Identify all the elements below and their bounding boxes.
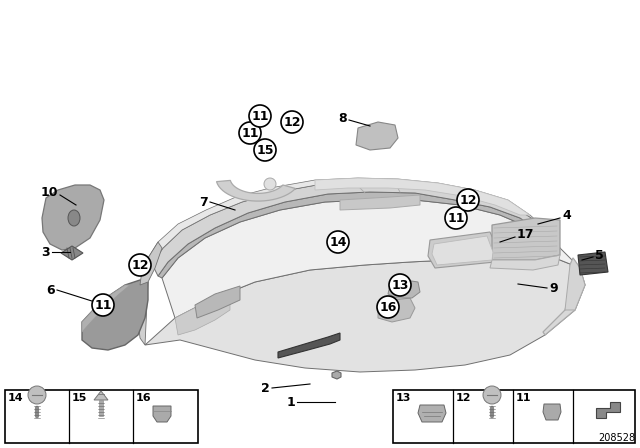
Polygon shape xyxy=(175,292,230,335)
Text: 9: 9 xyxy=(549,281,557,294)
Polygon shape xyxy=(82,285,130,332)
Text: 10: 10 xyxy=(40,185,58,198)
Polygon shape xyxy=(492,218,560,260)
Text: 2: 2 xyxy=(261,382,270,395)
Circle shape xyxy=(254,139,276,161)
Polygon shape xyxy=(490,255,560,270)
Text: 7: 7 xyxy=(199,195,208,208)
Text: 208528: 208528 xyxy=(598,433,635,443)
Polygon shape xyxy=(153,406,171,422)
Text: 11: 11 xyxy=(516,393,531,403)
Text: 12: 12 xyxy=(284,116,301,129)
Circle shape xyxy=(264,178,276,190)
Polygon shape xyxy=(543,404,561,420)
Polygon shape xyxy=(332,371,341,379)
Text: 12: 12 xyxy=(131,258,148,271)
Text: 3: 3 xyxy=(42,246,50,258)
Text: 13: 13 xyxy=(391,279,409,292)
Ellipse shape xyxy=(68,210,80,226)
Polygon shape xyxy=(432,236,493,265)
Polygon shape xyxy=(596,402,620,418)
Polygon shape xyxy=(388,280,420,298)
Polygon shape xyxy=(565,258,585,310)
Polygon shape xyxy=(340,195,420,210)
Text: 15: 15 xyxy=(256,143,274,156)
Polygon shape xyxy=(356,122,398,150)
Polygon shape xyxy=(42,185,104,250)
Polygon shape xyxy=(61,246,83,260)
Circle shape xyxy=(445,207,467,229)
Circle shape xyxy=(457,189,479,211)
Text: 5: 5 xyxy=(595,249,604,262)
Text: 11: 11 xyxy=(241,126,259,139)
Polygon shape xyxy=(136,282,148,345)
Polygon shape xyxy=(418,405,446,422)
Text: 16: 16 xyxy=(380,301,397,314)
Text: 11: 11 xyxy=(252,109,269,122)
Polygon shape xyxy=(315,178,530,215)
Polygon shape xyxy=(195,286,240,318)
Polygon shape xyxy=(94,391,108,400)
Bar xyxy=(99,400,103,416)
Text: 6: 6 xyxy=(46,284,55,297)
Circle shape xyxy=(377,296,399,318)
Polygon shape xyxy=(145,255,585,372)
Polygon shape xyxy=(428,232,498,268)
Polygon shape xyxy=(152,183,545,276)
Text: 4: 4 xyxy=(562,208,571,221)
Polygon shape xyxy=(82,280,148,350)
Polygon shape xyxy=(148,178,538,264)
Polygon shape xyxy=(216,181,296,201)
Circle shape xyxy=(389,274,411,296)
Circle shape xyxy=(92,294,114,316)
Circle shape xyxy=(129,254,151,276)
Text: 15: 15 xyxy=(72,393,88,403)
Circle shape xyxy=(483,386,501,404)
Text: 12: 12 xyxy=(456,393,472,403)
Circle shape xyxy=(327,231,349,253)
Text: 11: 11 xyxy=(447,211,465,224)
Circle shape xyxy=(239,122,261,144)
Polygon shape xyxy=(158,192,560,278)
Circle shape xyxy=(249,105,271,127)
Text: 1: 1 xyxy=(286,396,295,409)
Polygon shape xyxy=(278,333,340,358)
Text: 16: 16 xyxy=(136,393,152,403)
Circle shape xyxy=(281,111,303,133)
Text: 13: 13 xyxy=(396,393,412,403)
Text: 14: 14 xyxy=(329,236,347,249)
Polygon shape xyxy=(578,252,608,275)
Polygon shape xyxy=(543,258,585,335)
Polygon shape xyxy=(162,200,580,318)
Text: 8: 8 xyxy=(339,112,347,125)
Polygon shape xyxy=(140,242,162,285)
Polygon shape xyxy=(378,298,415,322)
Text: 17: 17 xyxy=(517,228,534,241)
Text: 11: 11 xyxy=(94,298,112,311)
Bar xyxy=(5,390,198,443)
Text: 14: 14 xyxy=(8,393,24,403)
Circle shape xyxy=(28,386,46,404)
Bar xyxy=(393,390,635,443)
Text: 12: 12 xyxy=(460,194,477,207)
